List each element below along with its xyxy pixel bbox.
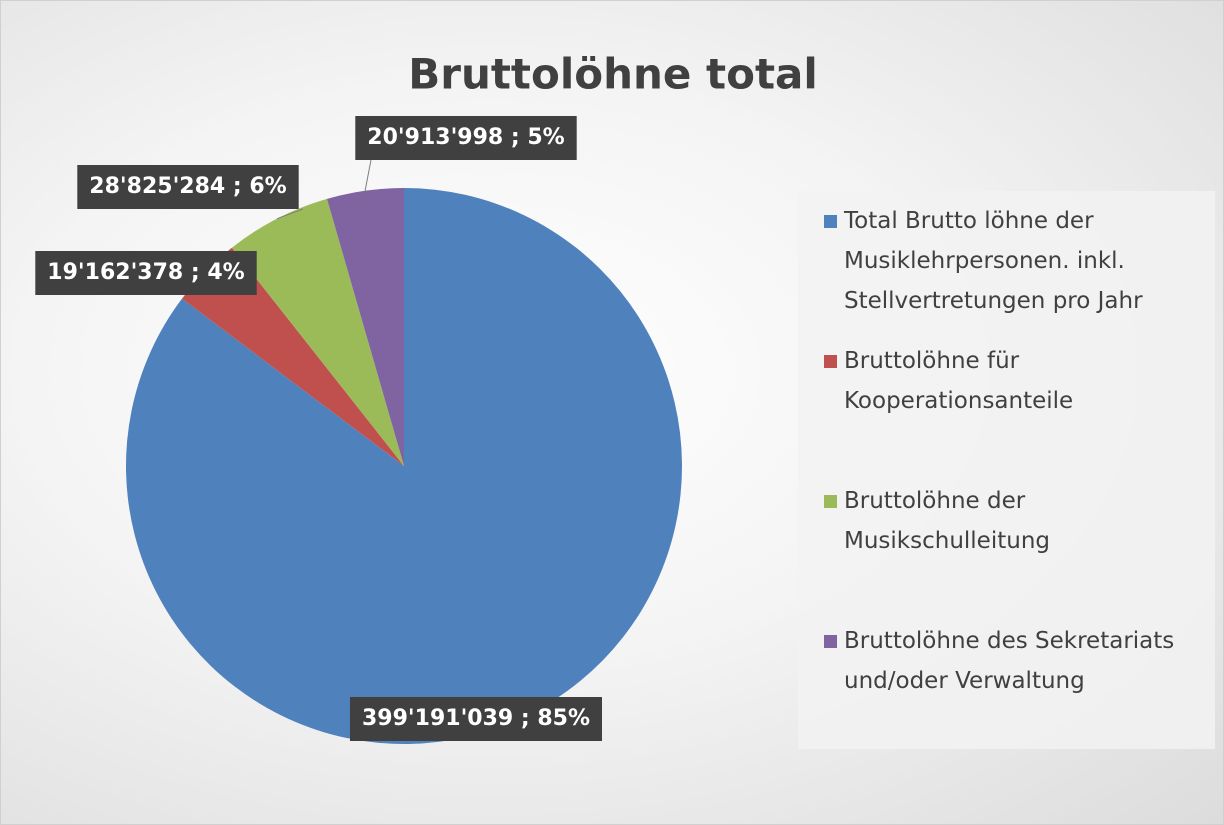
- legend-label: Bruttolöhne des Sekretariats und/oder Ve…: [844, 628, 1175, 694]
- legend-swatch: [824, 495, 837, 508]
- pie-slice: [125, 188, 682, 744]
- legend-item: Bruttolöhne der Musikschulleitung: [824, 481, 1201, 621]
- data-label-text: 28'825'284 ; 6%: [89, 174, 286, 199]
- data-label-box: [355, 116, 577, 160]
- data-label: 20'913'998 ; 5%: [355, 116, 577, 160]
- leader-line: [364, 159, 372, 191]
- legend-label: Bruttolöhne der Musikschulleitung: [844, 488, 1050, 554]
- data-label-box: [77, 165, 299, 209]
- legend-swatch: [824, 215, 837, 228]
- data-label-box: [349, 697, 603, 741]
- data-label: 19'162'378 ; 4%: [35, 251, 257, 295]
- chart-title: Bruttolöhne total: [408, 50, 818, 99]
- pie-slice: [326, 188, 404, 466]
- data-label: 399'191'039 ; 85%: [349, 697, 603, 741]
- legend-swatch: [824, 355, 837, 368]
- data-label-box: [35, 251, 257, 295]
- data-label-text: 19'162'378 ; 4%: [47, 260, 244, 285]
- legend-item: Bruttolöhne für Kooperationsanteile: [824, 341, 1201, 481]
- legend-label: Bruttolöhne für Kooperationsanteile: [844, 348, 1074, 414]
- pie-slice: [182, 247, 404, 466]
- pie-slice: [231, 198, 404, 466]
- legend-item: Total Brutto löhne der Musiklehrpersonen…: [824, 201, 1201, 341]
- data-label: 28'825'284 ; 6%: [77, 165, 299, 209]
- legend: Total Brutto löhne der Musiklehrpersonen…: [798, 191, 1215, 749]
- legend-swatch: [824, 635, 837, 648]
- legend-item: Bruttolöhne des Sekretariats und/oder Ve…: [824, 621, 1201, 761]
- data-label-text: 399'191'039 ; 85%: [362, 706, 590, 731]
- leader-line: [276, 208, 304, 220]
- legend-label: Total Brutto löhne der Musiklehrpersonen…: [844, 208, 1143, 314]
- data-label-text: 20'913'998 ; 5%: [367, 125, 564, 150]
